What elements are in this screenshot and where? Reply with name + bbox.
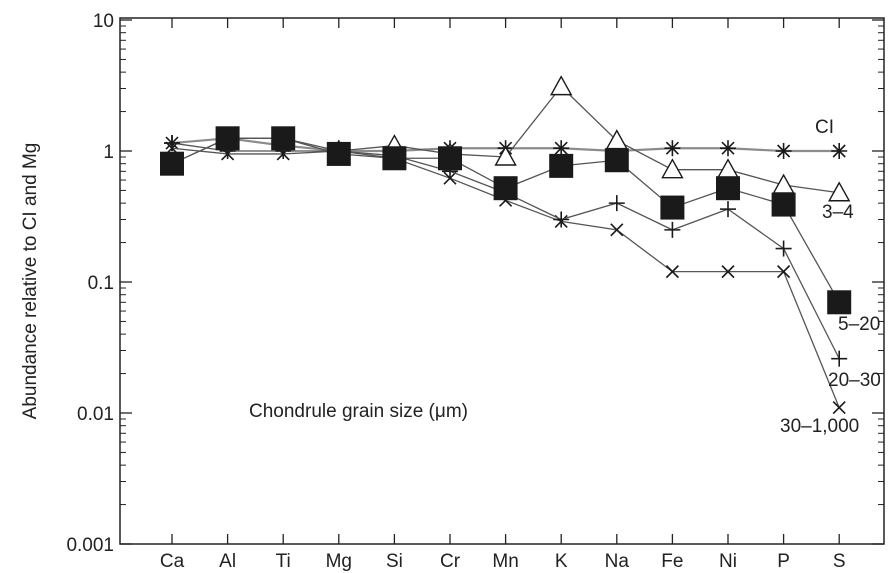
series-labels: CI 3–4 5–20 20–30 30–1,000	[780, 117, 881, 437]
point-5-20-fe	[660, 195, 685, 220]
y-tick-label: 1	[103, 142, 114, 163]
y-tick-label: 0.01	[77, 404, 114, 425]
point-5-20-p	[771, 192, 796, 217]
series-label-5-20: 5–20	[838, 314, 880, 335]
point-3-4-k	[550, 75, 573, 96]
y-axis: 10 1 0.1 0.01 0.001	[66, 11, 884, 556]
point-5-20-s	[827, 290, 852, 315]
series-label-ci: CI	[815, 117, 834, 138]
x-tick-label-s: S	[833, 551, 846, 572]
x-axis: Ca Al Ti Mg Si Cr Mn K Na Fe Ni P S	[160, 18, 846, 572]
x-tick-label-ni: Ni	[719, 551, 737, 572]
point-20-30-p	[775, 240, 792, 257]
point-ci-fe	[664, 140, 681, 157]
x-tick-label-k: K	[555, 551, 568, 572]
point-30-1-000-na	[610, 223, 624, 237]
x-tick-label-na: Na	[605, 551, 630, 572]
chart-annotation: Chondrule grain size (μm)	[249, 401, 468, 422]
series-5-20	[160, 126, 852, 315]
x-tick-label-ca: Ca	[160, 551, 185, 572]
point-5-20-ni	[716, 176, 740, 201]
y-tick-label: 10	[93, 11, 114, 32]
point-5-20-mg	[326, 141, 351, 166]
point-5-20-al	[215, 126, 240, 151]
point-20-30-ca	[164, 135, 180, 152]
point-5-20-si	[382, 146, 407, 171]
x-tick-label-p: P	[777, 551, 790, 572]
point-30-1-000-s	[832, 401, 846, 415]
x-tick-label-ti: Ti	[276, 551, 291, 572]
point-20-30-k	[553, 211, 570, 228]
point-5-20-ca	[160, 151, 184, 176]
series-layer	[160, 75, 852, 415]
point-5-20-cr	[438, 146, 462, 171]
series-label-20-30: 20–30	[828, 370, 881, 391]
point-ci-s	[831, 143, 848, 159]
point-20-30-s	[831, 350, 848, 367]
x-tick-label-al: Al	[219, 551, 236, 572]
x-tick-label-si: Si	[386, 551, 403, 572]
point-5-20-mn	[493, 176, 518, 201]
point-30-1-000-ni	[721, 265, 735, 279]
plot-frame	[119, 17, 885, 545]
series-label-3-4: 3–4	[822, 202, 854, 223]
series-20-30	[164, 135, 848, 367]
point-30-1-000-fe	[665, 265, 679, 279]
point-ci-k	[553, 140, 570, 157]
point-30-1-000-p	[777, 265, 791, 279]
point-3-4-s	[828, 181, 851, 202]
x-tick-label-mg: Mg	[326, 551, 352, 572]
series-label-30-1-000: 30–1,000	[780, 416, 859, 437]
point-3-4-p	[772, 173, 795, 194]
point-3-4-ni	[716, 158, 740, 179]
x-tick-label-fe: Fe	[661, 551, 683, 572]
point-20-30-na	[608, 195, 625, 212]
point-3-4-fe	[661, 158, 684, 179]
x-tick-label-mn: Mn	[492, 551, 518, 572]
point-3-4-mn	[494, 145, 517, 166]
point-ci-p	[775, 143, 792, 159]
point-ci-ni	[720, 140, 736, 157]
point-20-30-fe	[664, 221, 681, 238]
series-line-20-30	[171, 142, 840, 359]
point-5-20-k	[549, 153, 574, 178]
point-5-20-na	[604, 148, 629, 173]
x-tick-label-cr: Cr	[440, 551, 461, 572]
y-tick-label: 0.001	[66, 535, 114, 556]
y-tick-label: 0.1	[88, 273, 114, 294]
point-20-30-ni	[720, 201, 736, 218]
y-axis-title: Abundance relative to CI and Mg	[20, 143, 41, 420]
point-5-20-ti	[271, 126, 296, 151]
